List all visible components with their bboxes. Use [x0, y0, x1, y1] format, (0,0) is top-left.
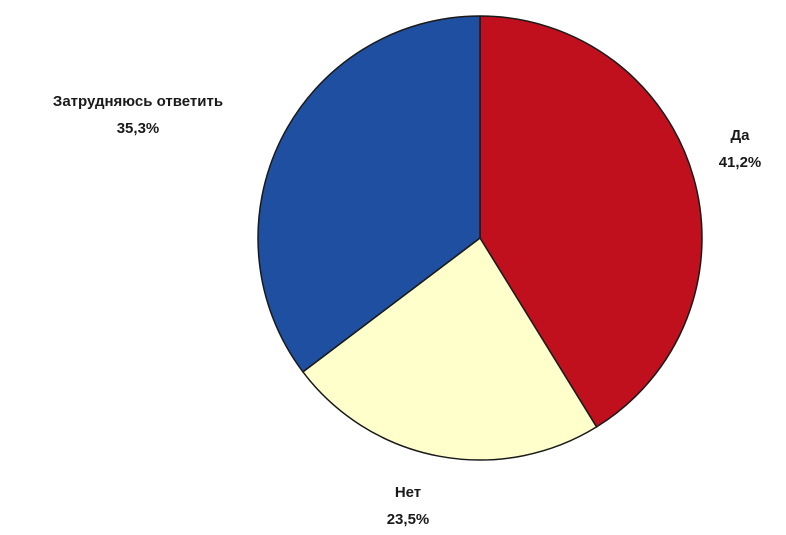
slice-label-2: Нет	[395, 484, 421, 501]
slice-label-1: Да	[730, 127, 750, 144]
pie-slices	[257, 15, 703, 461]
slice-label-3: Затрудняюсь ответить	[53, 93, 223, 110]
pie-slice-1	[479, 15, 703, 428]
pie-slice-3	[257, 15, 481, 373]
slice-value-label-1: 41,2%	[719, 154, 762, 171]
pie-slice-2	[302, 237, 598, 461]
pie-labels: Да 41,2% Нет 23,5% Затрудняюсь ответить 35,3%	[53, 93, 761, 528]
slice-value-label-2: 23,5%	[387, 511, 430, 528]
slice-value-label-3: 35,3%	[117, 120, 160, 137]
